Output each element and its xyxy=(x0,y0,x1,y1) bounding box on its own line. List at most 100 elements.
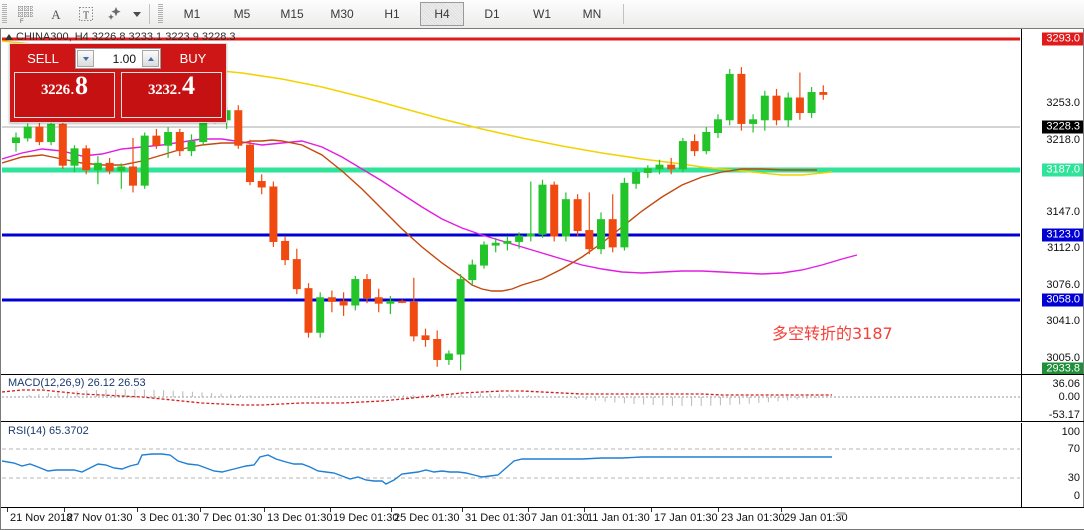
sell-price-separator: . xyxy=(70,82,75,97)
time-tick xyxy=(718,508,719,512)
time-label: 7 Jan 01:30 xyxy=(531,512,589,524)
timeframe-m15[interactable]: M15 xyxy=(280,7,304,21)
toolbar-grip[interactable] xyxy=(2,4,7,24)
chart-annotation: 多空转折的3187 xyxy=(772,324,893,343)
volume-decrease-button[interactable] xyxy=(77,50,94,67)
buy-price-separator: . xyxy=(177,82,182,97)
macd-tick: -53.17 xyxy=(1048,409,1080,421)
oct-prices: 3226 . 8 3232 . 4 xyxy=(10,70,226,122)
buy-price-decimal: 4 xyxy=(182,71,196,100)
time-label: 11 Jan 01:30 xyxy=(587,512,650,524)
rsi-label: RSI(14) 65.3702 xyxy=(8,425,89,437)
sell-label[interactable]: SELL xyxy=(14,47,72,70)
timeframe-h1[interactable]: H1 xyxy=(384,7,400,21)
timeframe-d1[interactable]: D1 xyxy=(484,7,500,21)
price-tick: 3112.0 xyxy=(1047,242,1080,254)
chart-area[interactable]: CHINA300, H4 3226.8 3233.1 3223.9 3228.3 xyxy=(0,28,1084,530)
timeframe-mn[interactable]: MN xyxy=(582,7,602,21)
timeframe-m1[interactable]: M1 xyxy=(183,7,201,21)
macd-tick: 0.00 xyxy=(1058,391,1080,403)
price-tag-support-1: 3123.0 xyxy=(1042,228,1083,242)
time-tick xyxy=(264,508,265,512)
time-tick xyxy=(651,508,652,512)
crosshair-icon[interactable]: F xyxy=(12,2,40,26)
rsi-pane[interactable]: RSI(14) 65.3702 xyxy=(2,423,1020,507)
price-axis[interactable]: 3253.0 3218.0 3147.0 3112.0 3076.0 3041.… xyxy=(1021,29,1083,374)
time-label: 31 Dec 01:30 xyxy=(465,512,531,524)
objects-icon[interactable] xyxy=(102,2,130,26)
time-label: 23 Jan 01:30 xyxy=(721,512,785,524)
timeframe-h4[interactable]: H4 xyxy=(420,2,464,26)
volume-stepper[interactable]: 1.00 xyxy=(75,48,161,69)
time-label: 7 Dec 01:30 xyxy=(203,512,263,524)
toolbar: F A T M1 M5 M15 M30 H1 H4 xyxy=(0,0,1084,29)
buy-label[interactable]: BUY xyxy=(164,47,222,70)
time-label: 21 Nov 2018 xyxy=(10,512,73,524)
time-label: 29 Jan 01:30 xyxy=(784,512,848,524)
buy-button[interactable]: 3232 . 4 xyxy=(121,72,222,118)
rsi-canvas xyxy=(2,448,1020,485)
pane-divider-2[interactable] xyxy=(1,421,1084,422)
timeframe-w1[interactable]: W1 xyxy=(533,7,551,21)
svg-text:A: A xyxy=(51,7,61,22)
oct-header: SELL 1.00 BUY xyxy=(10,44,226,70)
time-axis[interactable]: 21 Nov 2018 27 Nov 01:30 3 Dec 01:30 7 Dec … xyxy=(1,507,1084,529)
time-tick xyxy=(137,508,138,512)
timeframe-m30[interactable]: M30 xyxy=(330,7,354,21)
objects-dropdown-arrow-icon[interactable] xyxy=(131,2,143,26)
time-label: 19 Dec 01:30 xyxy=(333,512,399,524)
volume-value[interactable]: 1.00 xyxy=(112,51,136,66)
time-tick xyxy=(781,508,782,512)
macd-tick: 36.06 xyxy=(1052,378,1080,390)
time-label: 25 Dec 01:30 xyxy=(394,512,460,524)
toolbar-separator xyxy=(149,4,150,24)
time-tick xyxy=(528,508,529,512)
time-tick xyxy=(391,508,392,512)
time-tick xyxy=(584,508,585,512)
timeframe-grip[interactable] xyxy=(158,4,163,24)
price-tick: 3076.0 xyxy=(1046,279,1080,291)
sell-button[interactable]: 3226 . 8 xyxy=(14,72,115,118)
price-tick: 3041.0 xyxy=(1046,315,1080,327)
time-tick xyxy=(200,508,201,512)
pane-divider-1[interactable] xyxy=(1,374,1084,375)
toolbar-separator-2 xyxy=(623,4,624,24)
time-tick xyxy=(64,508,65,512)
volume-increase-button[interactable] xyxy=(142,50,159,67)
price-tag-last: 3228.3 xyxy=(1042,120,1083,134)
macd-pane[interactable]: MACD(12,26,9) 26.12 26.53 xyxy=(2,375,1020,421)
scroll-marker-icon xyxy=(836,512,846,517)
time-tick xyxy=(330,508,331,512)
price-tick: 3147.0 xyxy=(1046,206,1080,218)
svg-text:T: T xyxy=(83,11,89,22)
price-tick: 3218.0 xyxy=(1046,134,1080,146)
rsi-axis[interactable]: 100 70 30 0 xyxy=(1021,423,1083,507)
price-tick: 3253.0 xyxy=(1046,97,1080,109)
time-tick xyxy=(7,508,8,512)
rsi-tick: 70 xyxy=(1067,443,1080,455)
macd-axis[interactable]: 36.06 0.00 -53.17 xyxy=(1021,375,1083,421)
time-label: 27 Nov 01:30 xyxy=(67,512,133,524)
time-label: 17 Jan 01:30 xyxy=(654,512,718,524)
timeframe-m5[interactable]: M5 xyxy=(233,7,251,21)
price-tag-low: 2933.8 xyxy=(1042,362,1083,374)
text-label-tool-icon[interactable]: T xyxy=(72,2,100,26)
price-tag-support-2: 3058.0 xyxy=(1042,293,1083,307)
price-tag-pivot: 3187.0 xyxy=(1042,163,1083,177)
sell-price-decimal: 8 xyxy=(75,71,89,100)
macd-canvas xyxy=(2,389,1020,406)
rsi-tick: 30 xyxy=(1067,472,1080,484)
collapse-triangle-icon[interactable] xyxy=(5,34,13,40)
price-tag-resistance: 3293.0 xyxy=(1042,32,1083,46)
time-tick xyxy=(462,508,463,512)
text-tool-icon[interactable]: A xyxy=(42,2,70,26)
buy-price-integer: 3232 xyxy=(147,82,177,98)
sell-price-integer: 3226 xyxy=(40,82,70,98)
one-click-trading-panel[interactable]: SELL 1.00 BUY 3226 . 8 3232 . 4 xyxy=(9,43,227,123)
symbol-label: CHINA300, H4 3226.8 3233.1 3223.9 3228.3 xyxy=(16,31,236,43)
macd-label: MACD(12,26,9) 26.12 26.53 xyxy=(8,377,146,389)
time-label: 13 Dec 01:30 xyxy=(267,512,333,524)
price-tick: 3005.0 xyxy=(1046,352,1080,364)
svg-text:F: F xyxy=(20,19,24,24)
